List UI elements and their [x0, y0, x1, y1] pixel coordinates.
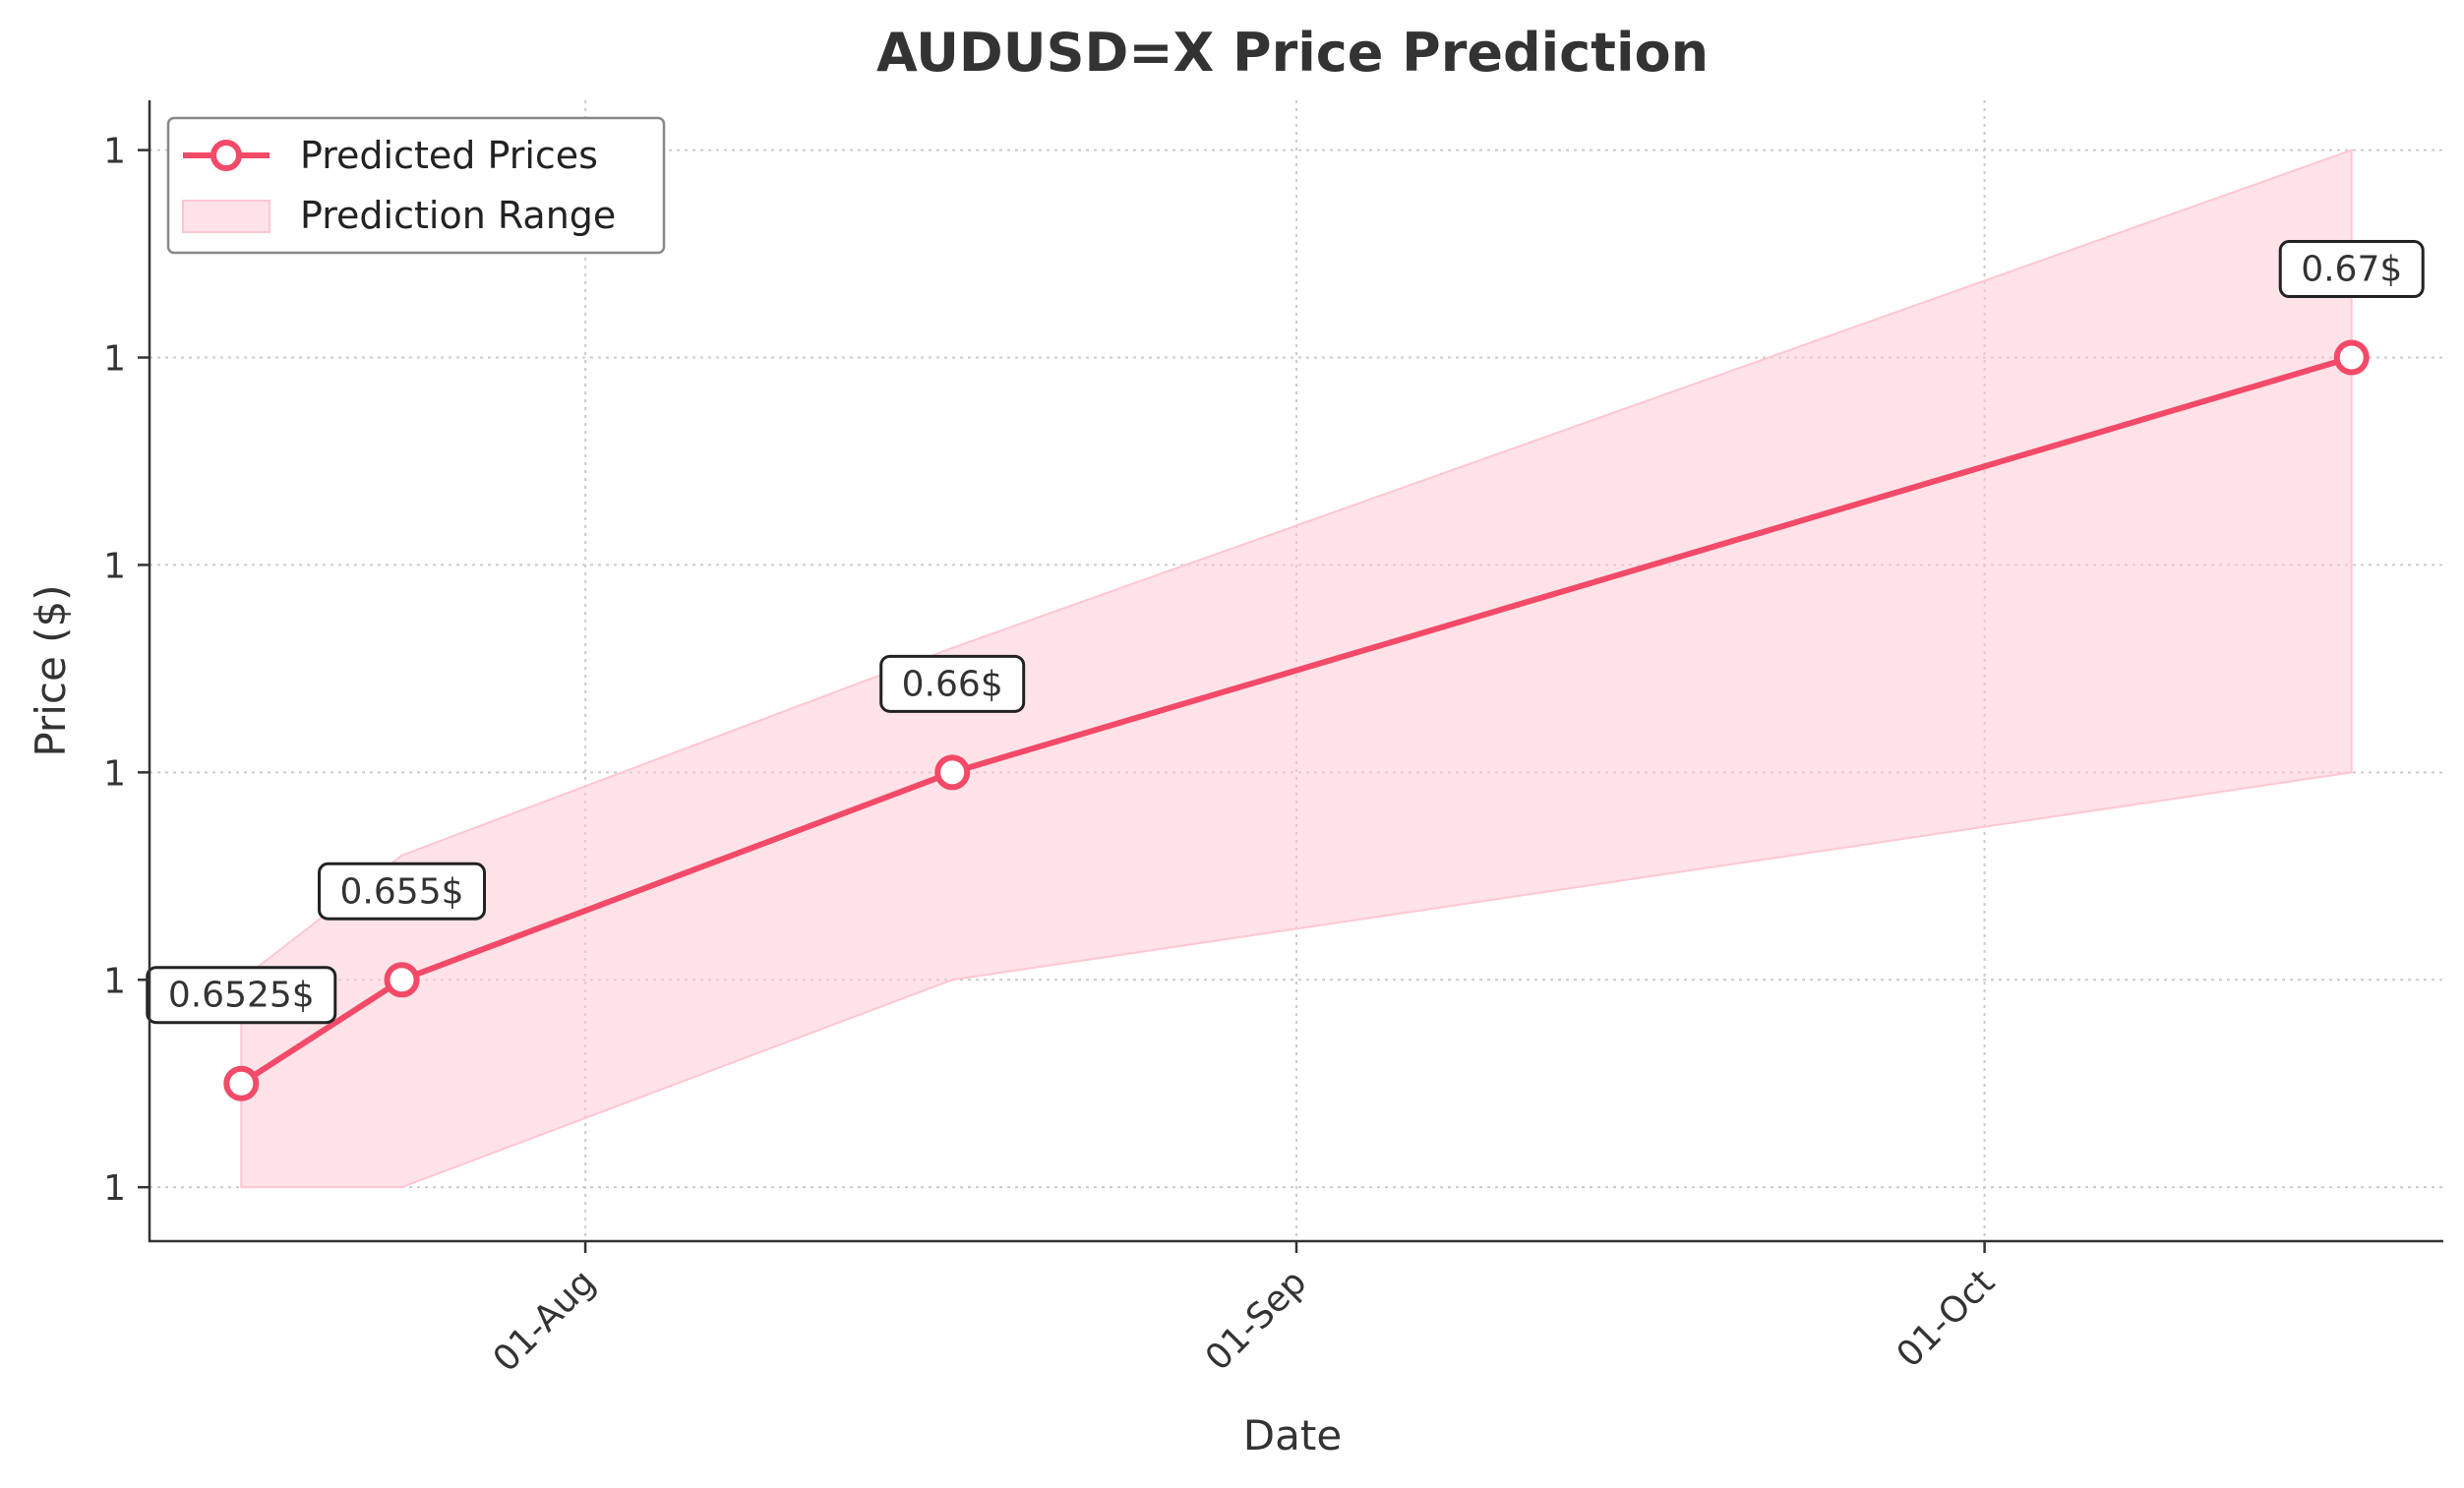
data-label: 0.6525$: [168, 976, 315, 1016]
data-label-box: [146, 966, 337, 1025]
y-axis-label: Price ($): [27, 584, 75, 756]
data-point: [934, 754, 971, 791]
legend-box: [166, 116, 666, 255]
chart-title: AUDUSD=X Price Prediction: [876, 22, 1709, 84]
data-point: [2333, 339, 2370, 376]
y-tick-label: 1: [103, 753, 126, 794]
legend-label-predicted-prices: Predicted Prices: [300, 134, 598, 177]
y-tick-label: 1: [103, 961, 126, 1001]
data-label-box: [879, 654, 1026, 713]
data-point: [384, 962, 420, 998]
data-label-box: [2278, 240, 2425, 299]
y-tick-label: 1: [103, 546, 126, 586]
y-tick-label: 1: [103, 339, 126, 380]
data-point: [223, 1065, 260, 1101]
predicted-prices-line: [239, 354, 2353, 1087]
data-points: [223, 339, 2370, 1101]
data-label: 0.655$: [340, 871, 464, 912]
x-tick-label: 01-Oct: [1890, 1262, 2003, 1375]
x-axis-ticks: 01-Aug 01-Sep 01-Oct: [486, 1241, 2003, 1380]
x-tick-label: 01-Sep: [1198, 1262, 1315, 1379]
y-tick-label: 1: [103, 1168, 126, 1209]
legend-label-prediction-range: Prediction Range: [300, 194, 616, 237]
legend: Predicted Prices Prediction Range: [166, 116, 666, 255]
data-label: 0.67$: [2301, 250, 2402, 290]
legend-band-swatch: [182, 200, 270, 233]
axes-spines: [148, 100, 2443, 1243]
x-axis-label: Date: [1243, 1411, 1342, 1459]
y-axis-ticks: 1 1 1 1 1 1: [103, 132, 150, 1209]
legend-marker-swatch: [210, 140, 242, 171]
data-label-box: [318, 862, 487, 921]
x-tick-label: 01-Aug: [486, 1262, 604, 1380]
data-labels: 0.6525$ 0.655$ 0.66$ 0.67$: [146, 240, 2425, 1025]
data-label: 0.66$: [902, 664, 1003, 704]
y-tick-label: 1: [103, 132, 126, 172]
